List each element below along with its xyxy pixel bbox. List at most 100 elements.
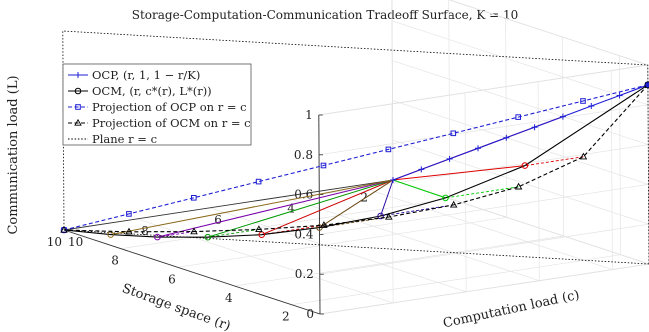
- grid-line-floor: [283, 196, 540, 282]
- z-tick-label: 0.8: [294, 148, 313, 162]
- tradeoff-segment: [319, 179, 394, 229]
- y-tick-label: 4: [287, 202, 295, 216]
- ocp-marker: [446, 155, 453, 162]
- grid-line-vertical: [391, 103, 394, 303]
- x-tick-label: 10: [47, 235, 62, 249]
- ocp-marker: [588, 103, 595, 109]
- ocp-marker: [390, 177, 396, 183]
- tradeoff-segment: [380, 179, 394, 217]
- projection-ocp-marker: [515, 114, 522, 120]
- data-series: [60, 80, 649, 241]
- legend-label: Projection of OCP on r = c: [92, 100, 247, 114]
- grid-line-floor: [120, 198, 450, 250]
- legend-label: Plane r = c: [92, 132, 157, 146]
- projection-ocm-marker: [514, 182, 523, 190]
- y-tick-label: 6: [214, 213, 222, 227]
- grid-line-floor: [136, 218, 394, 304]
- x-tick-label: 2: [282, 310, 290, 324]
- grid-line-floor: [291, 254, 621, 306]
- grid-line-vertical: [610, 70, 613, 270]
- z-axis-line: [318, 114, 321, 315]
- x-tick-label: 8: [111, 254, 119, 268]
- legend-label: OCP, (r, 1, 1 − r/K): [92, 68, 200, 82]
- tradeoff-segment: [392, 179, 446, 199]
- grid-line-level: [319, 100, 649, 235]
- grid-line-floor: [210, 207, 467, 293]
- projection-ocp-marker: [385, 146, 392, 153]
- grid-line-floor: [356, 185, 613, 270]
- grid-line-floor: [234, 235, 564, 287]
- projection-ocm-marker: [125, 227, 133, 235]
- legend-swatch-marker: [75, 104, 81, 110]
- tradeoff-segment: [392, 165, 525, 181]
- grid-line-vertical: [619, 55, 621, 255]
- chart-title: Storage-Computation-Communication Tradeo…: [132, 8, 519, 22]
- ocm-marker: [377, 212, 384, 220]
- projection-ocm-marker: [449, 200, 458, 208]
- projection-ocm-marker: [190, 227, 198, 235]
- ocp-line: [392, 84, 649, 181]
- legend-box: [62, 63, 252, 146]
- grid-line-level: [319, 139, 649, 275]
- grid-line-vertical: [464, 92, 467, 292]
- z-tick-label: 0: [306, 307, 314, 321]
- grid-line-vertical: [448, 0, 451, 199]
- tradeoff-segment: [157, 179, 394, 238]
- grid-line-vertical: [537, 81, 540, 281]
- ocp-marker: [616, 92, 623, 99]
- projection-ocp-marker: [580, 98, 586, 104]
- projection-ocm-marker: [255, 225, 263, 233]
- x-axis-label: Storage space (r): [120, 281, 233, 332]
- y-axis-label: Computation load (c): [442, 288, 581, 332]
- projection-dash: [158, 231, 195, 238]
- tradeoff-segment: [261, 179, 394, 236]
- y-tick-label: 10: [68, 235, 83, 249]
- x-axis-line: [63, 229, 321, 315]
- legend-swatch-marker: [74, 118, 82, 126]
- z-tick-label: 0.4: [294, 227, 313, 241]
- projection-ocp-marker: [126, 211, 132, 217]
- grid-line-vertical: [391, 0, 394, 181]
- ocm-marker: [521, 162, 529, 169]
- projection-ocm-marker: [320, 221, 328, 228]
- ocp-marker: [475, 145, 481, 152]
- legend-label: Projection of OCM on r = c: [92, 116, 251, 130]
- projection-dash: [208, 228, 259, 238]
- legend-swatch-marker: [75, 72, 81, 78]
- legend: OCP, (r, 1, 1 − r/K) OCM, (r, c*(r), L*(r…: [62, 63, 252, 146]
- tradeoff-segment: [207, 179, 394, 238]
- y-tick-label: 2: [360, 191, 368, 205]
- grid-line-level: [319, 60, 649, 195]
- y-axis-line: [63, 179, 394, 231]
- ocm-line: [63, 84, 649, 238]
- ocp-marker: [418, 166, 425, 173]
- tradeoff-segment: [110, 179, 394, 236]
- projection-ocp-marker: [320, 162, 327, 169]
- projection-ocm-marker: [385, 212, 393, 220]
- y-tick-label: 8: [141, 224, 149, 238]
- grid-line-level: [318, 20, 649, 156]
- z-tick-label: 1: [305, 108, 313, 122]
- legend-swatch-marker: [74, 87, 82, 95]
- grid-line-vertical: [562, 36, 565, 237]
- grid-line-floor: [177, 216, 507, 268]
- projection-ocm-marker: [579, 152, 588, 160]
- ocp-marker: [503, 134, 510, 141]
- x-tick-label: 6: [168, 272, 176, 286]
- ocm-marker: [442, 194, 449, 202]
- projection-ocp-marker: [191, 195, 197, 201]
- x-tick-label: 4: [225, 291, 233, 305]
- ocm-marker: [154, 233, 161, 241]
- ocp-marker: [531, 124, 538, 131]
- apex-point: [644, 81, 649, 89]
- ocp-marker: [559, 113, 566, 120]
- projection-ocm-marker: [60, 225, 68, 233]
- legend-label: OCM, (r, c*(r), L*(r)): [92, 84, 212, 98]
- projection-ocp-marker: [255, 178, 262, 185]
- projection-ocm-line: [63, 84, 649, 233]
- grid-line-level: [319, 179, 649, 315]
- projection-dash: [446, 186, 519, 199]
- ocm-marker: [204, 233, 212, 241]
